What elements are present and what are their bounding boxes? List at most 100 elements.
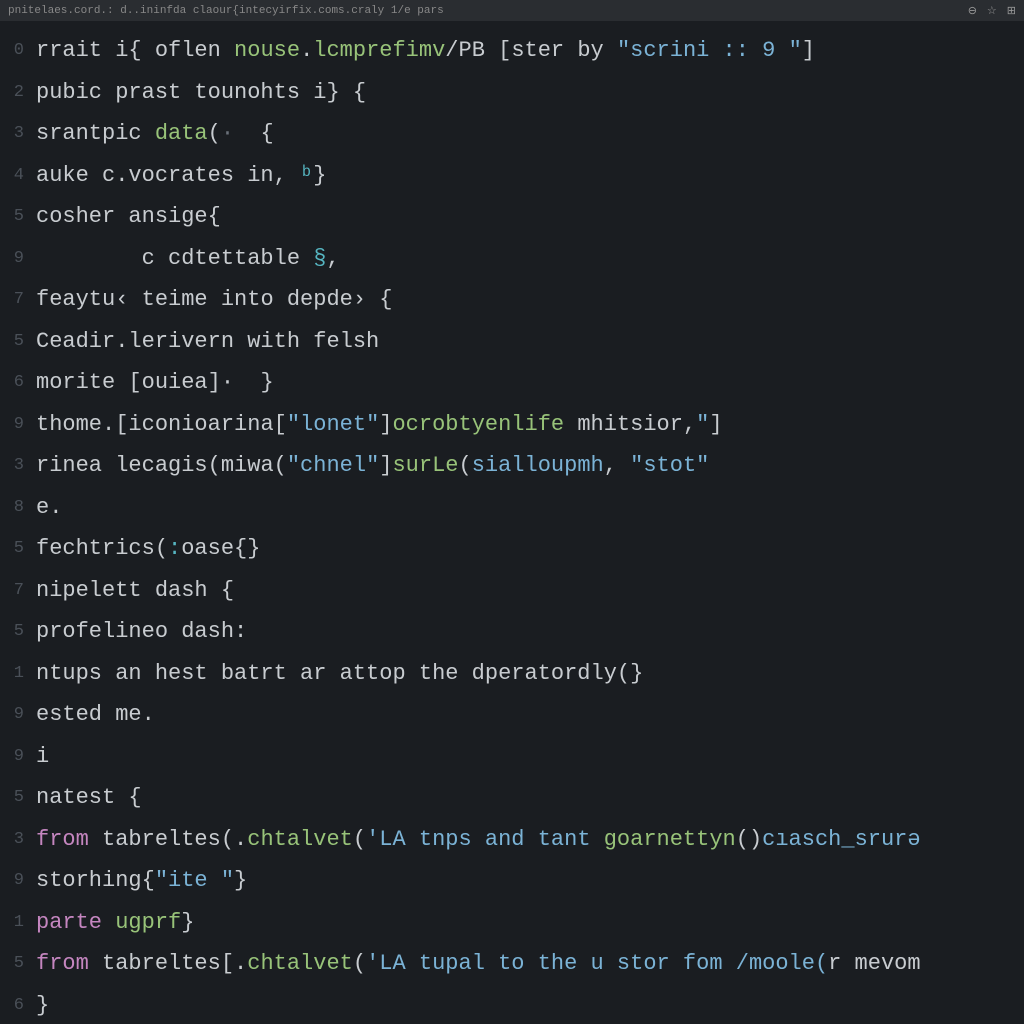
token: "chnel" — [287, 453, 379, 478]
line-number: 9 — [0, 694, 30, 736]
token: . — [300, 38, 313, 63]
token: ntups an hest batrt ar attop the dperato… — [36, 661, 617, 686]
code-line[interactable]: ested me. — [36, 694, 1024, 736]
code-line[interactable]: srantpic data(· { — [36, 113, 1024, 155]
token: thome. — [36, 412, 115, 437]
token: i — [36, 744, 49, 769]
token: sialloupmh — [472, 453, 604, 478]
token: mhitsior, — [564, 412, 696, 437]
code-line[interactable]: rrait i{ oflen nouse.lcmprefimv/PB [ster… — [36, 30, 1024, 72]
titlebar-path: pnitelaes.cord.: d..ininfda claour{intec… — [8, 5, 444, 17]
token: storhing — [36, 868, 142, 893]
token: data — [155, 121, 208, 146]
token: "stot" — [630, 453, 709, 478]
token: rrait i — [36, 38, 128, 63]
token: › { — [353, 287, 393, 312]
line-number: 5 — [0, 943, 30, 985]
line-number: 2 — [0, 72, 30, 114]
code-area[interactable]: rrait i{ oflen nouse.lcmprefimv/PB [ster… — [30, 22, 1024, 1024]
code-line[interactable]: natest { — [36, 777, 1024, 819]
minimize-icon[interactable]: ⊖ — [968, 4, 977, 18]
token: [ — [128, 370, 141, 395]
code-line[interactable]: c cdtettable §, — [36, 238, 1024, 280]
token: (} — [617, 661, 643, 686]
line-number: 3 — [0, 113, 30, 155]
token: ( — [274, 453, 287, 478]
code-line[interactable]: pubic prast tounohts i} { — [36, 72, 1024, 114]
maximize-icon[interactable]: ⊞ — [1007, 4, 1016, 18]
code-line[interactable]: i — [36, 736, 1024, 778]
line-number: 9 — [0, 238, 30, 280]
line-number: 7 — [0, 279, 30, 321]
token: [ — [274, 412, 287, 437]
code-line[interactable]: } — [36, 985, 1024, 1024]
token: iconioarina — [128, 412, 273, 437]
token: lcmprefimv — [313, 38, 445, 63]
token: chtalvet — [247, 951, 353, 976]
token: { — [221, 578, 234, 603]
code-line[interactable]: storhing{"ite "} — [36, 860, 1024, 902]
code-editor[interactable]: 023459756938575199539156 rrait i{ oflen … — [0, 22, 1024, 1024]
token: from — [36, 951, 102, 976]
code-line[interactable]: profelineo dash: — [36, 611, 1024, 653]
token: chtalvet — [247, 827, 353, 852]
token: { — [208, 204, 221, 229]
token: miwa — [221, 453, 274, 478]
line-number: 0 — [0, 30, 30, 72]
line-number: 9 — [0, 860, 30, 902]
code-line[interactable]: nipelett dash { — [36, 570, 1024, 612]
line-number: 5 — [0, 777, 30, 819]
token: fechtrics — [36, 536, 155, 561]
token: parte — [36, 910, 115, 935]
token: { — [234, 121, 274, 146]
token: morite — [36, 370, 128, 395]
token: [ — [221, 951, 234, 976]
token: ] — [379, 453, 392, 478]
token: · } — [221, 370, 274, 395]
token: [ — [115, 412, 128, 437]
line-number: 5 — [0, 611, 30, 653]
token: } — [181, 910, 194, 935]
token: nouse — [234, 38, 300, 63]
token: ] — [379, 412, 392, 437]
star-icon[interactable]: ☆ — [987, 4, 997, 18]
token: tabreltes — [102, 827, 221, 852]
token: { — [142, 868, 155, 893]
code-line[interactable]: ntups an hest batrt ar attop the dperato… — [36, 653, 1024, 695]
token: "ite " — [155, 868, 234, 893]
token: ( — [155, 536, 168, 561]
token: Ceadir.lerivern with felsh — [36, 329, 379, 354]
line-number: 3 — [0, 819, 30, 861]
token: nipelett dash — [36, 578, 221, 603]
token: } — [313, 163, 326, 188]
code-line[interactable]: from tabreltes[.chtalvet('LA tupal to th… — [36, 943, 1024, 985]
code-line[interactable]: morite [ouiea]· } — [36, 362, 1024, 404]
line-number: 4 — [0, 155, 30, 197]
code-line[interactable]: Ceadir.lerivern with felsh — [36, 321, 1024, 363]
token: 'LA tnps and tant — [366, 827, 604, 852]
line-number: 3 — [0, 445, 30, 487]
code-line[interactable]: e. — [36, 487, 1024, 529]
token: , — [604, 453, 630, 478]
token: oflen — [142, 38, 234, 63]
code-line[interactable]: fechtrics(:oase{} — [36, 528, 1024, 570]
token: ] — [709, 412, 722, 437]
line-number: 1 — [0, 902, 30, 944]
token: feaytu — [36, 287, 115, 312]
code-line[interactable]: rinea lecagis(miwa("chnel"]surLe(siallou… — [36, 445, 1024, 487]
token: c cdtettable — [36, 246, 313, 271]
token: surLe — [392, 453, 458, 478]
token: teime into depde — [142, 287, 353, 312]
token: ( — [353, 827, 366, 852]
line-number: 6 — [0, 985, 30, 1024]
code-line[interactable]: from tabreltes(.chtalvet('LA tnps and ta… — [36, 819, 1024, 861]
token: , — [326, 246, 339, 271]
code-line[interactable]: auke c.vocrates in, ᵇ} — [36, 155, 1024, 197]
code-line[interactable]: feaytu‹ teime into depde› { — [36, 279, 1024, 321]
code-line[interactable]: cosher ansige{ — [36, 196, 1024, 238]
code-line[interactable]: parte ugprf} — [36, 902, 1024, 944]
code-line[interactable]: thome.[iconioarina["lonet"]ocrobtyenlife… — [36, 404, 1024, 446]
token: pubic prast tounohts i — [36, 80, 326, 105]
token: auke c.vocrates in, — [36, 163, 300, 188]
token: ocrobtyenlife — [392, 412, 564, 437]
